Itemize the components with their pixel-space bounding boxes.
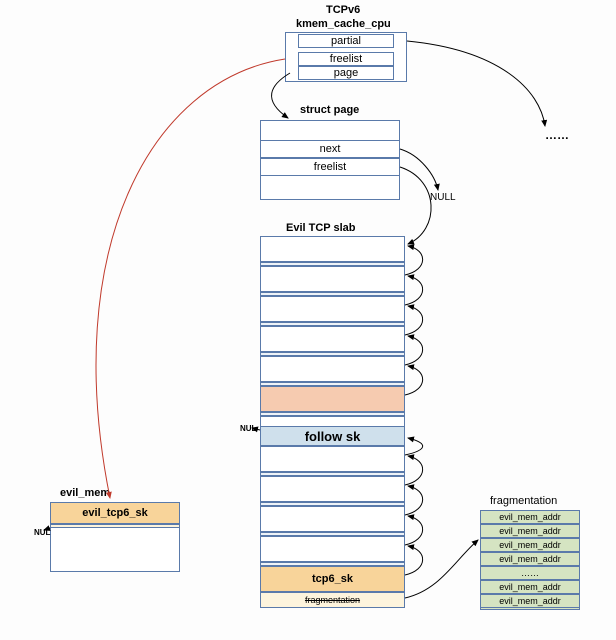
tcpv6-title: TCPv6: [326, 4, 360, 16]
evil-slab-title: Evil TCP slab: [286, 222, 356, 234]
evil-mem-title: evil_mem: [60, 487, 110, 499]
nul-label-evilmem: NUL: [34, 528, 50, 537]
frag-row-5-label: evil_mem_addr: [499, 582, 561, 592]
slab-tcp6-sk: tcp6_sk: [260, 566, 405, 592]
slab-slot-8: [260, 446, 405, 472]
frag-title: fragmentation: [490, 495, 557, 507]
frag-row-0: evil_mem_addr: [480, 510, 580, 524]
kmem-freelist-label: freelist: [330, 53, 362, 65]
kmem-page: page: [298, 66, 394, 80]
frag-row-2: evil_mem_addr: [480, 538, 580, 552]
frag-row-2-label: evil_mem_addr: [499, 540, 561, 550]
slab-slot-6: [260, 386, 405, 412]
frag-row-6: evil_mem_addr: [480, 594, 580, 608]
nul-label-slab: NUL: [240, 424, 256, 433]
frag-row-3-label: evil_mem_addr: [499, 554, 561, 564]
slab-slot-2: [260, 266, 405, 292]
slab-slot-11: [260, 536, 405, 562]
slab-slot-1: [260, 236, 405, 262]
page-freelist-label: freelist: [314, 161, 346, 173]
evil-mem-row: evil_tcp6_sk: [50, 502, 180, 524]
frag-row-1: evil_mem_addr: [480, 524, 580, 538]
frag-row-4-label: ……: [521, 568, 539, 578]
fragmentation-label: fragmentation: [305, 595, 360, 605]
slab-slot-10: [260, 506, 405, 532]
page-next: next: [260, 140, 400, 158]
slab-slot-9: [260, 476, 405, 502]
frag-row-4: ……: [480, 566, 580, 580]
slab-fragmentation: fragmentation: [260, 592, 405, 608]
page-freelist: freelist: [260, 158, 400, 176]
kmem-partial-label: partial: [331, 35, 361, 47]
kmem-freelist: freelist: [298, 52, 394, 66]
kmem-partial: partial: [298, 34, 394, 48]
slab-follow-sk: follow sk: [260, 426, 405, 446]
kmem-title: kmem_cache_cpu: [296, 18, 391, 30]
follow-sk-label: follow sk: [305, 429, 361, 444]
frag-row-3: evil_mem_addr: [480, 552, 580, 566]
frag-row-6-label: evil_mem_addr: [499, 596, 561, 606]
page-next-label: next: [320, 143, 341, 155]
frag-row-0-label: evil_mem_addr: [499, 512, 561, 522]
tcp6-sk-label: tcp6_sk: [312, 573, 353, 585]
dots-label: ……: [545, 128, 569, 142]
slab-slot-3: [260, 296, 405, 322]
slab-slot-4: [260, 326, 405, 352]
evil-mem-row-label: evil_tcp6_sk: [82, 507, 147, 519]
frag-row-1-label: evil_mem_addr: [499, 526, 561, 536]
kmem-page-label: page: [334, 67, 358, 79]
frag-row-5: evil_mem_addr: [480, 580, 580, 594]
evil-mem-sep: [50, 524, 180, 528]
null-label-1: NULL: [430, 192, 456, 203]
struct-page-title: struct page: [300, 104, 359, 116]
slab-slot-5: [260, 356, 405, 382]
